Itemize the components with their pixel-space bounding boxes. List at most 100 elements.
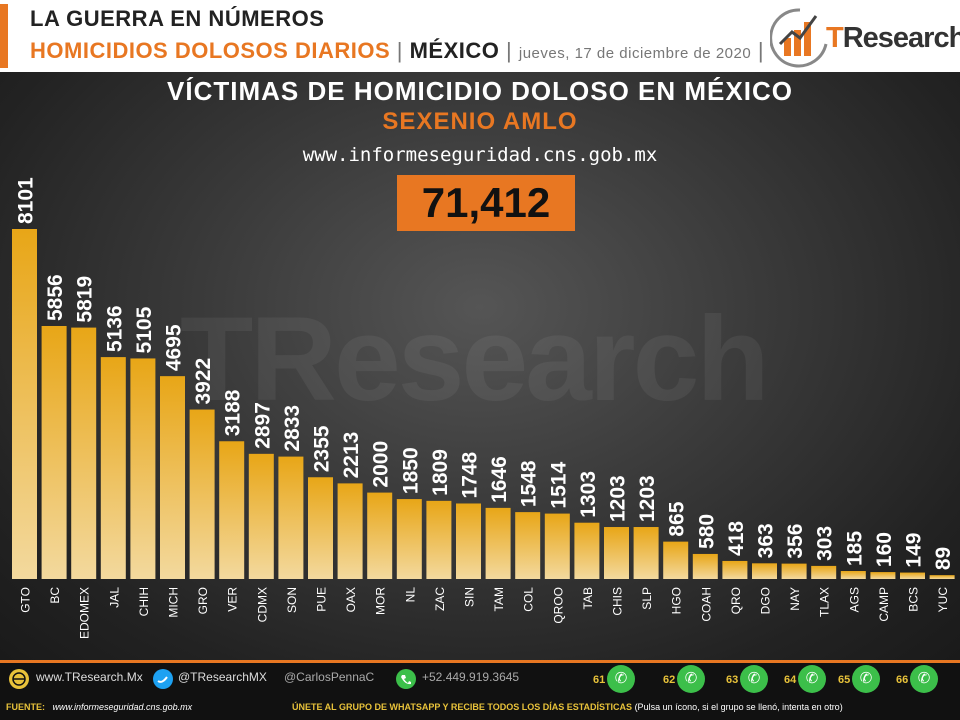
bar-jal [100, 357, 126, 579]
category-label: CDMX [255, 587, 269, 622]
watermark: TResearch [180, 292, 770, 426]
header-subject: HOMICIDIOS DOLOSOS DIARIOS [30, 38, 391, 63]
category-label: CHIH [137, 587, 151, 616]
category-label: BC [48, 587, 62, 604]
whatsapp-group-63[interactable]: 63 ✆ [726, 665, 770, 695]
bar-sin [456, 503, 481, 579]
accent-bar [0, 4, 8, 68]
value-label: 1809 [429, 449, 452, 496]
twitter-icon[interactable] [152, 668, 174, 690]
tresearch-logo[interactable]: TResearch [769, 4, 960, 68]
bar-slp [633, 527, 659, 579]
category-label: MICH [167, 587, 181, 618]
category-label: VER [226, 587, 240, 612]
value-label: 1646 [488, 456, 511, 503]
category-label: COAH [699, 587, 713, 622]
bar-mich [160, 376, 185, 579]
category-label: GRO [196, 587, 210, 614]
phone-icon[interactable] [395, 668, 417, 690]
whatsapp-group-61[interactable]: 61 ✆ [593, 665, 637, 695]
whatsapp-icon: ✆ [740, 665, 768, 693]
value-label: 8101 [15, 177, 38, 224]
category-label: CHIS [611, 587, 625, 616]
header: LA GUERRA EN NÚMEROS HOMICIDIOS DOLOSOS … [0, 0, 960, 72]
logo-text: TResearch [826, 22, 960, 54]
value-label: 5819 [74, 276, 97, 323]
category-label: YUC [936, 587, 950, 613]
footer-source: FUENTE: www.informeseguridad.cns.gob.mx [6, 702, 193, 712]
whatsapp-group-66[interactable]: 66 ✆ [896, 665, 940, 695]
value-label: 1548 [518, 460, 541, 507]
category-label: NL [403, 587, 417, 603]
author-handle: @CarlosPennaC [284, 670, 375, 684]
whatsapp-icon: ✆ [852, 665, 880, 693]
chart-title: VÍCTIMAS DE HOMICIDIO DOLOSO EN MÉXICO [167, 76, 793, 106]
header-line1: LA GUERRA EN NÚMEROS [30, 6, 325, 31]
value-label: 5136 [103, 305, 126, 352]
bar-edomex [71, 327, 97, 579]
separator: | [506, 38, 513, 63]
logo-chart-icon [769, 8, 828, 68]
web-icon[interactable] [8, 668, 30, 690]
bar-ver [219, 441, 245, 579]
bar-ags [840, 571, 866, 579]
whatsapp-invite: ÚNETE AL GRUPO DE WHATSAPP Y RECIBE TODO… [292, 702, 843, 712]
category-label: QRO [729, 587, 743, 614]
bar-qro [722, 560, 748, 579]
value-label: 1514 [547, 462, 570, 509]
bar-tab [574, 522, 600, 579]
category-label: EDOMEX [78, 587, 92, 639]
category-label: GTO [19, 587, 33, 613]
category-label: SLP [640, 587, 654, 610]
value-label: 3188 [222, 389, 245, 436]
bar-chih [130, 358, 156, 579]
bar-nay [781, 563, 807, 579]
value-label: 89 [932, 547, 955, 570]
bar-mor [367, 492, 393, 579]
value-label: 3922 [192, 358, 215, 405]
whatsapp-icon: ✆ [677, 665, 705, 693]
value-label: 2897 [251, 402, 274, 449]
whatsapp-group-62[interactable]: 62 ✆ [663, 665, 707, 695]
value-label: 865 [666, 501, 689, 536]
footer-accent-line [0, 660, 960, 663]
website-link[interactable]: www.TResearch.Mx [36, 670, 143, 684]
twitter-link[interactable]: @TResearchMX [178, 670, 267, 684]
category-label: SIN [463, 587, 477, 607]
footer: www.TResearch.Mx @TResearchMX @CarlosPen… [0, 660, 960, 720]
bar-dgo [752, 563, 777, 579]
bar-pue [308, 477, 333, 579]
phone-number: +52.449.919.3645 [422, 670, 520, 684]
category-label: COL [522, 587, 536, 612]
bar-chis [604, 527, 629, 579]
category-label: TAB [581, 587, 595, 609]
value-label: 4695 [163, 324, 186, 371]
value-label: 1203 [607, 475, 630, 522]
bar-bc [41, 325, 67, 579]
source-url: www.informeseguridad.cns.gob.mx [302, 144, 658, 166]
whatsapp-group-65[interactable]: 65 ✆ [838, 665, 882, 695]
category-label: CAMP [877, 587, 891, 622]
header-line2: HOMICIDIOS DOLOSOS DIARIOS | MÉXICO | ju… [30, 38, 764, 64]
value-label: 2000 [370, 441, 393, 488]
category-label: NAY [788, 587, 802, 611]
value-label: 2355 [311, 425, 334, 472]
category-label: TLAX [818, 587, 832, 617]
bar-qroo [544, 513, 570, 579]
bar-col [515, 512, 541, 579]
category-label: AGS [847, 587, 861, 612]
category-label: BCS [907, 587, 921, 612]
value-label: 356 [784, 524, 807, 559]
value-label: 2833 [281, 405, 304, 452]
category-label: OAX [344, 587, 358, 612]
value-label: 5105 [133, 306, 156, 353]
category-label: QROO [551, 587, 565, 624]
value-label: 1203 [636, 475, 659, 522]
category-label: MOR [374, 587, 388, 615]
bar-gro [189, 409, 215, 579]
bar-nl [396, 499, 422, 579]
bar-tlax [811, 565, 837, 579]
bar-tam [485, 507, 511, 579]
whatsapp-group-64[interactable]: 64 ✆ [784, 665, 828, 695]
bar-coah [692, 553, 718, 579]
